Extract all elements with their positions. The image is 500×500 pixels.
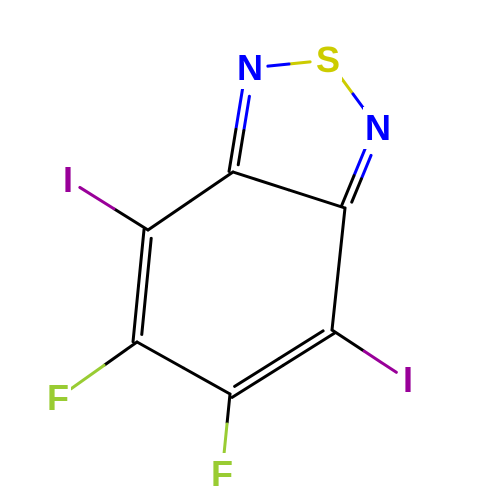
- molecule-canvas: SNNIIFF: [0, 0, 500, 500]
- atom-i: I: [61, 159, 75, 201]
- atom-f: F: [45, 377, 71, 419]
- atom-n: N: [235, 47, 265, 89]
- atom-n: N: [363, 107, 393, 149]
- atom-s: S: [314, 39, 342, 81]
- atom-f: F: [209, 453, 235, 495]
- atom-i: I: [401, 359, 415, 401]
